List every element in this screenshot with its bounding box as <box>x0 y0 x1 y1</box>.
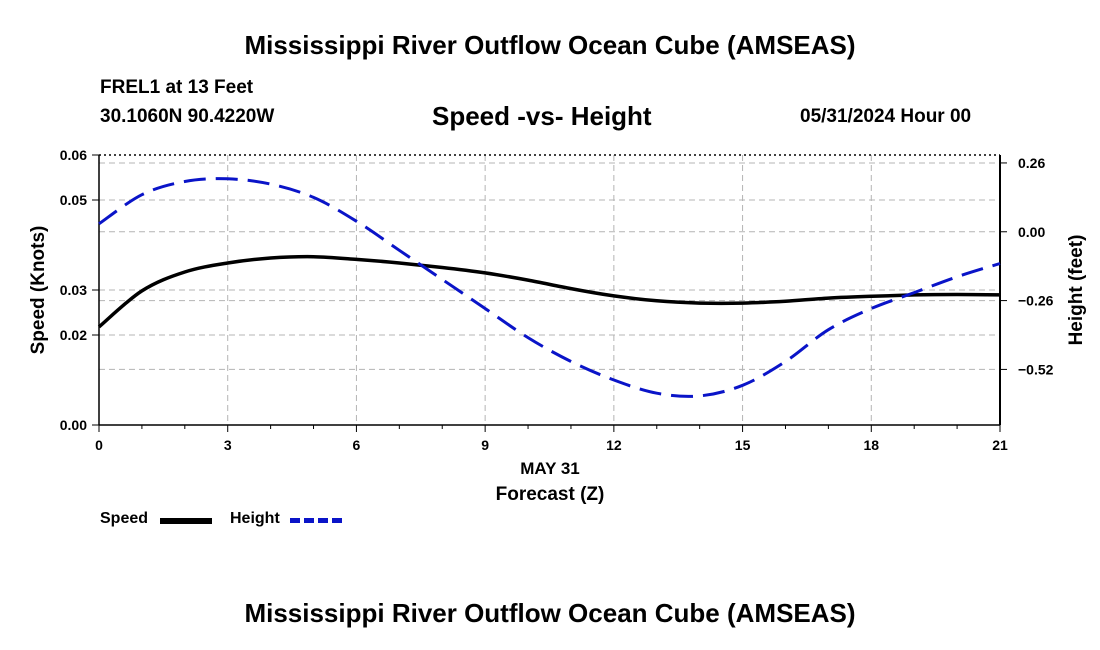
legend-height-label: Height <box>230 510 280 527</box>
y-tick-label: 0.06 <box>60 147 87 163</box>
y-tick-label: 0.00 <box>60 417 87 433</box>
footer-title: Mississippi River Outflow Ocean Cube (AM… <box>244 598 856 628</box>
y-axis-title: Speed (Knots) <box>28 226 49 355</box>
series-line-speed <box>97 254 1001 329</box>
y-tick-label: 0.03 <box>60 282 87 298</box>
y-right-tick-label: 0.26 <box>1018 155 1045 171</box>
y-right-axis-title: Height (feet) <box>1066 235 1087 346</box>
chart-subtitle: Speed -vs- Height <box>432 101 652 131</box>
forecast-datetime: 05/31/2024 Hour 00 <box>800 106 972 127</box>
y-right-tick-label: −0.52 <box>1018 361 1054 377</box>
y-tick-label: 0.02 <box>60 327 87 343</box>
x-axis-title: Forecast (Z) <box>496 484 605 505</box>
x-tick-label: 6 <box>353 437 361 453</box>
x-tick-label: 18 <box>863 437 879 453</box>
x-axis-date-label: MAY 31 <box>520 459 580 478</box>
station-label: FREL1 at 13 Feet <box>100 77 254 98</box>
x-tick-label: 9 <box>481 437 489 453</box>
x-tick-label: 0 <box>95 437 103 453</box>
legend-speed-label: Speed <box>100 510 149 527</box>
y-right-tick-label: 0.00 <box>1018 224 1045 240</box>
legend-speed-swatch <box>160 518 212 524</box>
x-tick-label: 15 <box>735 437 751 453</box>
x-tick-label: 12 <box>606 437 622 453</box>
station-coords: 30.1060N 90.4220W <box>100 106 275 127</box>
y-tick-label: 0.05 <box>60 192 87 208</box>
x-tick-label: 21 <box>992 437 1008 453</box>
legend-height-swatch <box>290 518 342 523</box>
series-line-height <box>98 177 1001 398</box>
y-right-tick-label: −0.26 <box>1018 293 1054 309</box>
main-title: Mississippi River Outflow Ocean Cube (AM… <box>244 30 856 60</box>
x-tick-label: 3 <box>224 437 232 453</box>
